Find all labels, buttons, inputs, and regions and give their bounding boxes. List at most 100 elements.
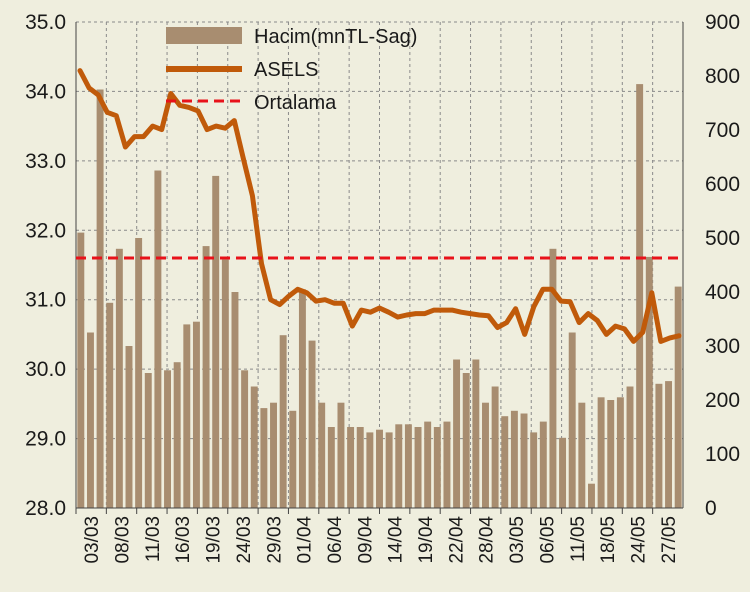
volume-bar [289, 410, 297, 508]
asels-price-line [77, 68, 682, 344]
volume-bar [636, 84, 644, 508]
volume-bar [587, 483, 595, 508]
volume-bar [106, 302, 114, 508]
x-tick-label: 11/03 [143, 516, 164, 562]
volume-bar [115, 248, 123, 509]
legend: Hacim(mnTL-Sag) ASELS Ortalama [166, 26, 417, 114]
y-right-tick-label: 600 [705, 173, 740, 196]
volume-bar [221, 259, 229, 508]
legend-swatch-hacim [166, 27, 242, 44]
volume-bar [192, 321, 200, 508]
y-right-tick-label: 800 [705, 65, 740, 88]
volume-bar [241, 370, 249, 508]
y-right-tick-label: 400 [705, 281, 740, 304]
x-tick-label: 22/04 [446, 516, 467, 564]
volume-bar [539, 421, 547, 508]
y-right-tick-label: 900 [705, 11, 740, 34]
volume-bar [607, 400, 615, 508]
x-tick-label: 14/04 [386, 516, 407, 564]
volume-bar [154, 170, 162, 508]
volume-bar [231, 292, 239, 508]
volume-bar [530, 432, 538, 508]
volume-bar [144, 373, 152, 508]
volume-bar [645, 256, 653, 508]
x-tick-label: 24/03 [234, 516, 255, 564]
volume-bar [578, 402, 586, 508]
volume-bar [433, 427, 441, 508]
volume-bar [501, 416, 509, 508]
x-tick-label: 06/04 [325, 516, 346, 564]
y-right-tick-label: 200 [705, 389, 740, 412]
x-tick-label: 16/03 [173, 516, 194, 564]
y-right-tick-label: 100 [705, 443, 740, 466]
volume-bar [164, 370, 172, 508]
volume-bar [250, 386, 258, 508]
x-tick-label: 11/05 [568, 516, 589, 562]
volume-bar [260, 408, 268, 508]
volume-bar [279, 335, 287, 508]
volume-bar [135, 238, 143, 508]
y-right-tick-label: 700 [705, 119, 740, 142]
volume-bar [86, 332, 94, 508]
volume-bar [674, 286, 682, 508]
volume-bar [96, 89, 104, 508]
x-tick-label: 29/03 [264, 516, 285, 564]
volume-bar [626, 386, 634, 508]
x-tick-label: 08/03 [113, 516, 134, 564]
volume-bar [308, 340, 316, 508]
volume-bar [655, 383, 663, 508]
volume-bar [616, 397, 624, 508]
y-left-tick-label: 30.0 [25, 358, 66, 381]
volume-bar [347, 427, 355, 508]
x-tick-label: 18/05 [598, 516, 619, 564]
x-tick-label: 03/05 [507, 516, 528, 564]
volume-bar [356, 427, 364, 508]
x-tick-label: 27/05 [659, 516, 680, 564]
volume-bar [424, 421, 432, 508]
price-lines [76, 68, 683, 344]
volume-bar [482, 402, 489, 508]
volume-bar [462, 373, 470, 508]
volume-bar [443, 421, 451, 508]
x-tick-label: 19/04 [416, 516, 437, 564]
x-tick-label: 09/04 [355, 516, 376, 564]
y-left-tick-label: 31.0 [25, 289, 66, 312]
axis-labels: 28.0 29.0 30.0 31.0 32.0 33.0 34.0 35.0 0 100 200 3… [25, 11, 740, 564]
volume-bar [298, 289, 306, 508]
y-left-tick-label: 35.0 [25, 11, 66, 34]
y-right-tick-label: 0 [705, 497, 717, 520]
y-left-tick-label: 28.0 [25, 497, 66, 520]
x-tick-label: 03/03 [82, 516, 103, 564]
volume-bar [414, 427, 422, 508]
legend-label-ortalama: Ortalama [254, 92, 337, 114]
x-tick-label: 06/05 [537, 516, 558, 564]
volume-bar [173, 362, 181, 508]
y-right-tick-label: 500 [705, 227, 740, 250]
volume-bar [568, 332, 576, 508]
volume-bar [559, 437, 567, 508]
volume-bar [404, 424, 412, 508]
volume-bar [520, 413, 528, 508]
volume-bar [125, 346, 133, 508]
legend-label-asels: ASELS [254, 59, 318, 81]
legend-label-hacim: Hacim(mnTL-Sag) [254, 26, 417, 48]
volume-bar [395, 424, 403, 508]
y-left-tick-label: 32.0 [25, 219, 66, 242]
volume-bar [597, 397, 605, 508]
volume-bar [77, 232, 85, 508]
volume-bar [366, 432, 374, 508]
volume-bars [77, 84, 682, 509]
volume-bar [453, 359, 461, 508]
y-left-tick-label: 33.0 [25, 150, 66, 173]
volume-bar [472, 359, 480, 508]
volume-bar [549, 248, 557, 509]
x-tick-label: 24/05 [628, 516, 649, 564]
volume-bar [665, 381, 673, 508]
volume-bar [327, 427, 335, 508]
volume-bar [491, 386, 499, 508]
axis-ticks [75, 22, 684, 514]
y-left-tick-label: 34.0 [25, 80, 66, 103]
volume-bar [212, 175, 220, 508]
